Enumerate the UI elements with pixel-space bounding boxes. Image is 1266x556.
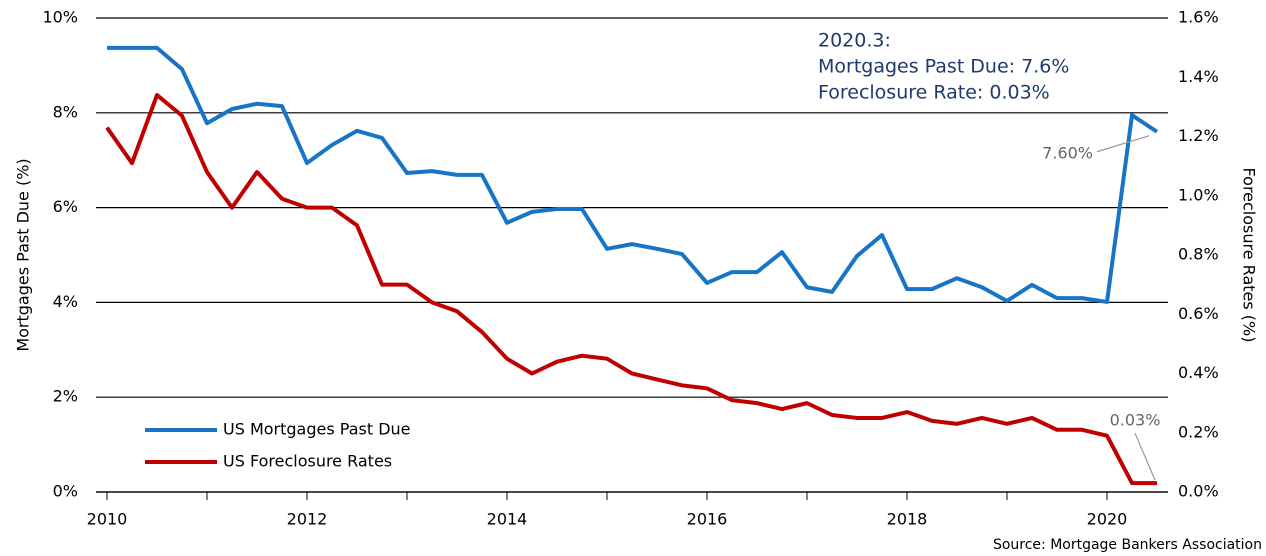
annotation-line: 2020.3: xyxy=(818,30,891,52)
y-tick-label: 8% xyxy=(53,102,78,121)
y-tick-label: 4% xyxy=(53,292,78,311)
y-tick-label: 2% xyxy=(53,387,78,406)
annotation-line: Mortgages Past Due: 7.6% xyxy=(818,56,1069,78)
annotation: 2020.3: Mortgages Past Due: 7.6% Foreclo… xyxy=(818,30,1069,104)
data-label: 7.60% xyxy=(1042,143,1093,162)
x-tick-label: 2018 xyxy=(887,510,928,529)
y2-tick-label: 0.6% xyxy=(1178,304,1219,323)
y-tick-label: 0% xyxy=(53,482,78,501)
y2-tick-label: 1.6% xyxy=(1178,8,1219,27)
x-tick-label: 2016 xyxy=(687,510,728,529)
y2-tick-label: 0.0% xyxy=(1178,482,1219,501)
y-axis-label: Mortgages Past Due (%) xyxy=(14,158,33,351)
series-line xyxy=(107,45,1159,304)
y2-tick-label: 0.8% xyxy=(1178,245,1219,264)
y2-tick-label: 1.2% xyxy=(1178,126,1219,145)
x-tick-label: 2012 xyxy=(287,510,328,529)
annotation-line: Foreclosure Rate: 0.03% xyxy=(818,82,1050,104)
y-tick-label: 6% xyxy=(53,197,78,216)
legend-label: US Foreclosure Rates xyxy=(223,452,392,471)
series-line xyxy=(105,93,1157,486)
legend-label: US Mortgages Past Due xyxy=(223,420,411,439)
x-tick-label: 2014 xyxy=(487,510,528,529)
leader-line xyxy=(1134,432,1156,481)
source: Source: Mortgage Bankers Association xyxy=(993,537,1262,553)
leader-line xyxy=(1096,135,1150,153)
data-label: 0.03% xyxy=(1110,411,1161,430)
y2-tick-label: 0.4% xyxy=(1178,363,1219,382)
y2-axis-label: Foreclosure Rates (%) xyxy=(1240,168,1259,343)
x-tick-label: 2010 xyxy=(87,510,128,529)
x-tick-label: 2020 xyxy=(1087,510,1128,529)
y2-tick-label: 1.0% xyxy=(1178,185,1219,204)
y2-tick-label: 1.4% xyxy=(1178,67,1219,86)
y-tick-label: 10% xyxy=(42,8,78,27)
y2-tick-label: 0.2% xyxy=(1178,422,1219,441)
